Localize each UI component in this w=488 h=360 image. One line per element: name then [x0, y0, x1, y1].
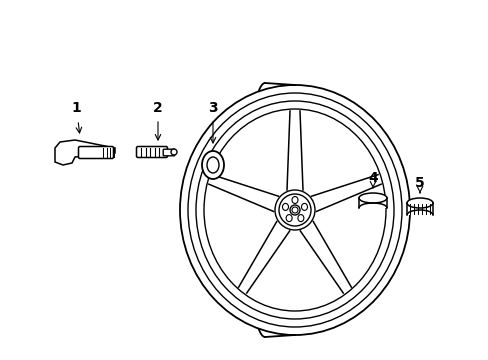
Ellipse shape [180, 85, 409, 335]
Polygon shape [300, 221, 351, 293]
Ellipse shape [274, 190, 314, 230]
Ellipse shape [297, 215, 303, 222]
Text: 4: 4 [367, 171, 377, 185]
Polygon shape [238, 221, 289, 293]
Bar [358, 198, 386, 208]
Ellipse shape [196, 101, 393, 319]
Ellipse shape [187, 93, 401, 327]
Polygon shape [208, 175, 278, 211]
Ellipse shape [203, 109, 385, 311]
Ellipse shape [202, 151, 224, 179]
Ellipse shape [285, 215, 291, 222]
Ellipse shape [282, 203, 288, 210]
Ellipse shape [171, 149, 177, 155]
FancyBboxPatch shape [163, 149, 174, 156]
Text: 2: 2 [153, 101, 163, 115]
Ellipse shape [358, 193, 386, 203]
Ellipse shape [289, 205, 299, 215]
Ellipse shape [301, 203, 307, 210]
Text: 3: 3 [208, 101, 217, 115]
FancyBboxPatch shape [79, 147, 113, 158]
Text: 1: 1 [71, 101, 81, 115]
Ellipse shape [291, 207, 297, 213]
Polygon shape [311, 175, 381, 211]
Bar [406, 203, 432, 215]
Ellipse shape [406, 198, 432, 208]
Text: 5: 5 [414, 176, 424, 190]
Ellipse shape [279, 194, 310, 226]
Polygon shape [55, 140, 115, 165]
Ellipse shape [206, 157, 219, 173]
FancyBboxPatch shape [136, 147, 167, 158]
Polygon shape [286, 111, 303, 190]
Ellipse shape [291, 197, 297, 203]
